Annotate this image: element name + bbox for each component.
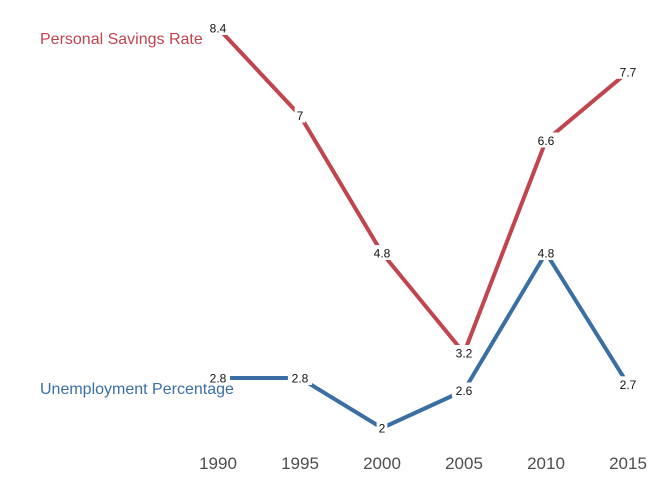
data-label-background <box>534 245 559 260</box>
data-label-background <box>376 420 388 435</box>
series-names: Personal Savings Rate Unemployment Percen… <box>40 31 234 398</box>
data-label-background <box>369 245 394 260</box>
x-tick-label-2000: 2000 <box>363 454 401 473</box>
data-label-unemployment-2005: 2.6 <box>456 384 473 398</box>
data-label-unemployment-1995: 2.8 <box>292 372 309 386</box>
x-axis-ticks: 1990 1995 2000 2005 2010 2015 <box>199 454 647 473</box>
data-label-background <box>294 107 306 123</box>
data-label-savings-2010: 6.6 <box>538 134 555 148</box>
data-label-background <box>616 63 641 79</box>
series-line-unemployment <box>218 251 630 430</box>
data-label-savings-2015: 7.7 <box>620 65 637 79</box>
data-label-background <box>205 370 230 385</box>
x-tick-label-1990: 1990 <box>199 454 237 473</box>
data-label-savings-1990: 8.4 <box>210 22 227 36</box>
series-line-savings <box>216 26 630 355</box>
data-label-background <box>287 370 312 385</box>
x-tick-label-2005: 2005 <box>445 454 483 473</box>
series-name-savings: Personal Savings Rate <box>40 31 203 48</box>
series-name-unemployment: Unemployment Percentage <box>40 381 234 398</box>
data-label-background <box>205 20 230 35</box>
data-label-savings-1995: 7 <box>297 109 304 123</box>
data-label-savings-2000: 4.8 <box>374 247 391 261</box>
data-label-background <box>451 382 476 398</box>
data-label-background <box>616 376 641 392</box>
series-lines <box>216 26 630 430</box>
x-tick-label-2015: 2015 <box>609 454 647 473</box>
data-label-unemployment-1990: 2.8 <box>210 372 227 386</box>
data-label-savings-2005: 3.2 <box>456 347 473 361</box>
x-tick-label-1995: 1995 <box>281 454 319 473</box>
data-label-unemployment-2010: 4.8 <box>538 247 555 261</box>
data-label-background <box>534 132 559 148</box>
data-label-background <box>451 345 476 360</box>
data-label-unemployment-2015: 2.7 <box>620 378 637 392</box>
x-tick-label-2010: 2010 <box>527 454 565 473</box>
data-label-unemployment-2000: 2 <box>379 422 386 436</box>
data-labels: 8.4 7 4.8 3.2 6.6 7.7 2.8 2.8 2 2.6 4.8 2.7 <box>205 20 641 436</box>
